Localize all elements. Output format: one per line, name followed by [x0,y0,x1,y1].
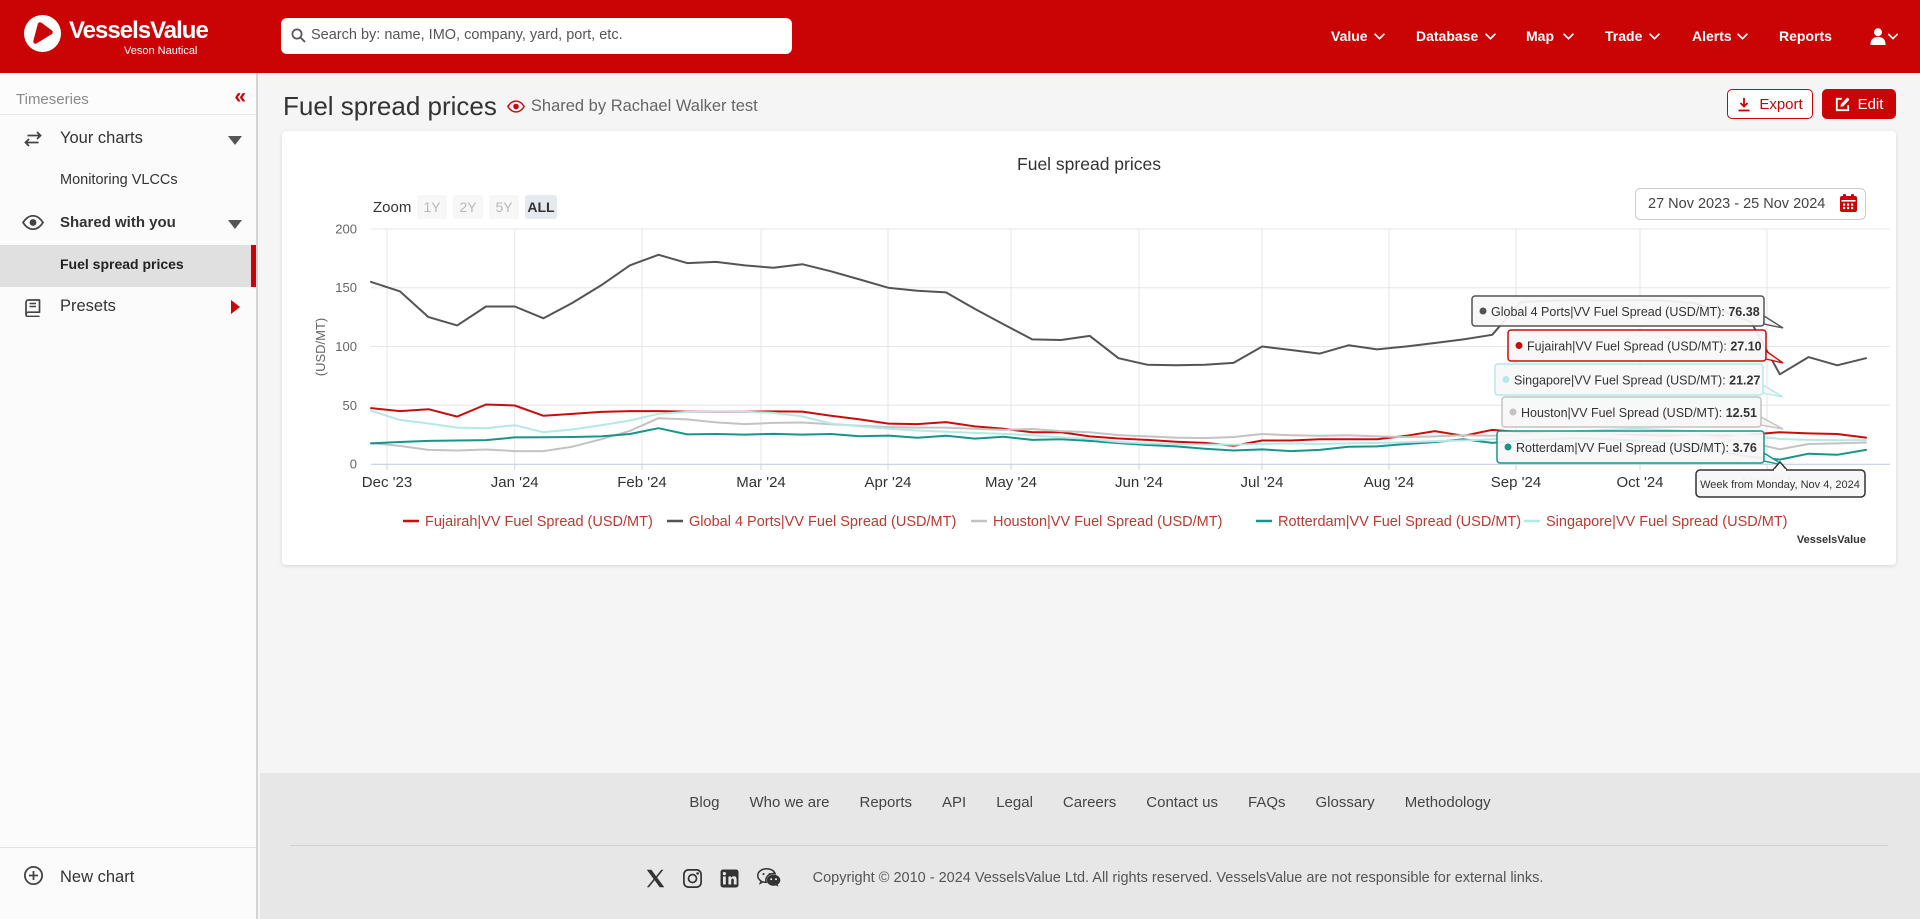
svg-text:Global 4 Ports|VV Fuel Spread: Global 4 Ports|VV Fuel Spread (USD/MT) [689,514,956,530]
svg-text:Singapore|VV Fuel Spread (USD/: Singapore|VV Fuel Spread (USD/MT): 21.27 [1514,374,1760,388]
svg-text:Rotterdam|VV Fuel Spread (USD/: Rotterdam|VV Fuel Spread (USD/MT) [1278,514,1521,530]
svg-text:Feb '24: Feb '24 [617,474,667,491]
svg-text:Fujairah|VV Fuel Spread (USD/M: Fujairah|VV Fuel Spread (USD/MT): 27.10 [1527,340,1762,354]
svg-text:Houston|VV Fuel Spread (USD/MT: Houston|VV Fuel Spread (USD/MT) [993,514,1222,530]
svg-text:Jun '24: Jun '24 [1115,474,1163,491]
svg-text:1Y: 1Y [423,199,441,215]
svg-text:VesselsValue: VesselsValue [1797,534,1866,546]
svg-text:Oct '24: Oct '24 [1616,474,1663,491]
svg-text:ALL: ALL [527,199,555,215]
svg-text:Zoom: Zoom [373,199,411,216]
svg-text:Houston|VV Fuel Spread (USD/MT: Houston|VV Fuel Spread (USD/MT): 12.51 [1521,406,1757,420]
svg-text:May '24: May '24 [985,474,1037,491]
svg-text:0: 0 [350,457,357,472]
svg-text:100: 100 [335,339,357,354]
svg-text:50: 50 [343,398,357,413]
svg-text:Fuel spread prices: Fuel spread prices [1017,154,1161,174]
svg-text:Singapore|VV Fuel Spread (USD/: Singapore|VV Fuel Spread (USD/MT) [1546,514,1788,530]
svg-text:27 Nov 2023 - 25 Nov 2024: 27 Nov 2023 - 25 Nov 2024 [1648,196,1825,212]
svg-text:Mar '24: Mar '24 [736,474,786,491]
svg-text:Apr '24: Apr '24 [864,474,911,491]
svg-text:2Y: 2Y [459,199,477,215]
svg-text:Global 4 Ports|VV Fuel Spread: Global 4 Ports|VV Fuel Spread (USD/MT): … [1491,305,1760,319]
svg-text:Rotterdam|VV Fuel Spread (USD/: Rotterdam|VV Fuel Spread (USD/MT): 3.76 [1516,441,1757,455]
svg-text:150: 150 [335,280,357,295]
svg-text:200: 200 [335,222,357,237]
svg-text:Jan '24: Jan '24 [491,474,539,491]
svg-text:(USD/MT): (USD/MT) [313,318,328,377]
svg-text:Aug '24: Aug '24 [1364,474,1414,491]
svg-text:Jul '24: Jul '24 [1241,474,1284,491]
svg-text:Sep '24: Sep '24 [1491,474,1541,491]
svg-text:Fujairah|VV Fuel Spread (USD/M: Fujairah|VV Fuel Spread (USD/MT) [425,514,653,530]
svg-text:Week from Monday, Nov 4, 2024: Week from Monday, Nov 4, 2024 [1700,479,1860,491]
svg-text:5Y: 5Y [495,199,513,215]
svg-text:Dec '23: Dec '23 [362,474,412,491]
